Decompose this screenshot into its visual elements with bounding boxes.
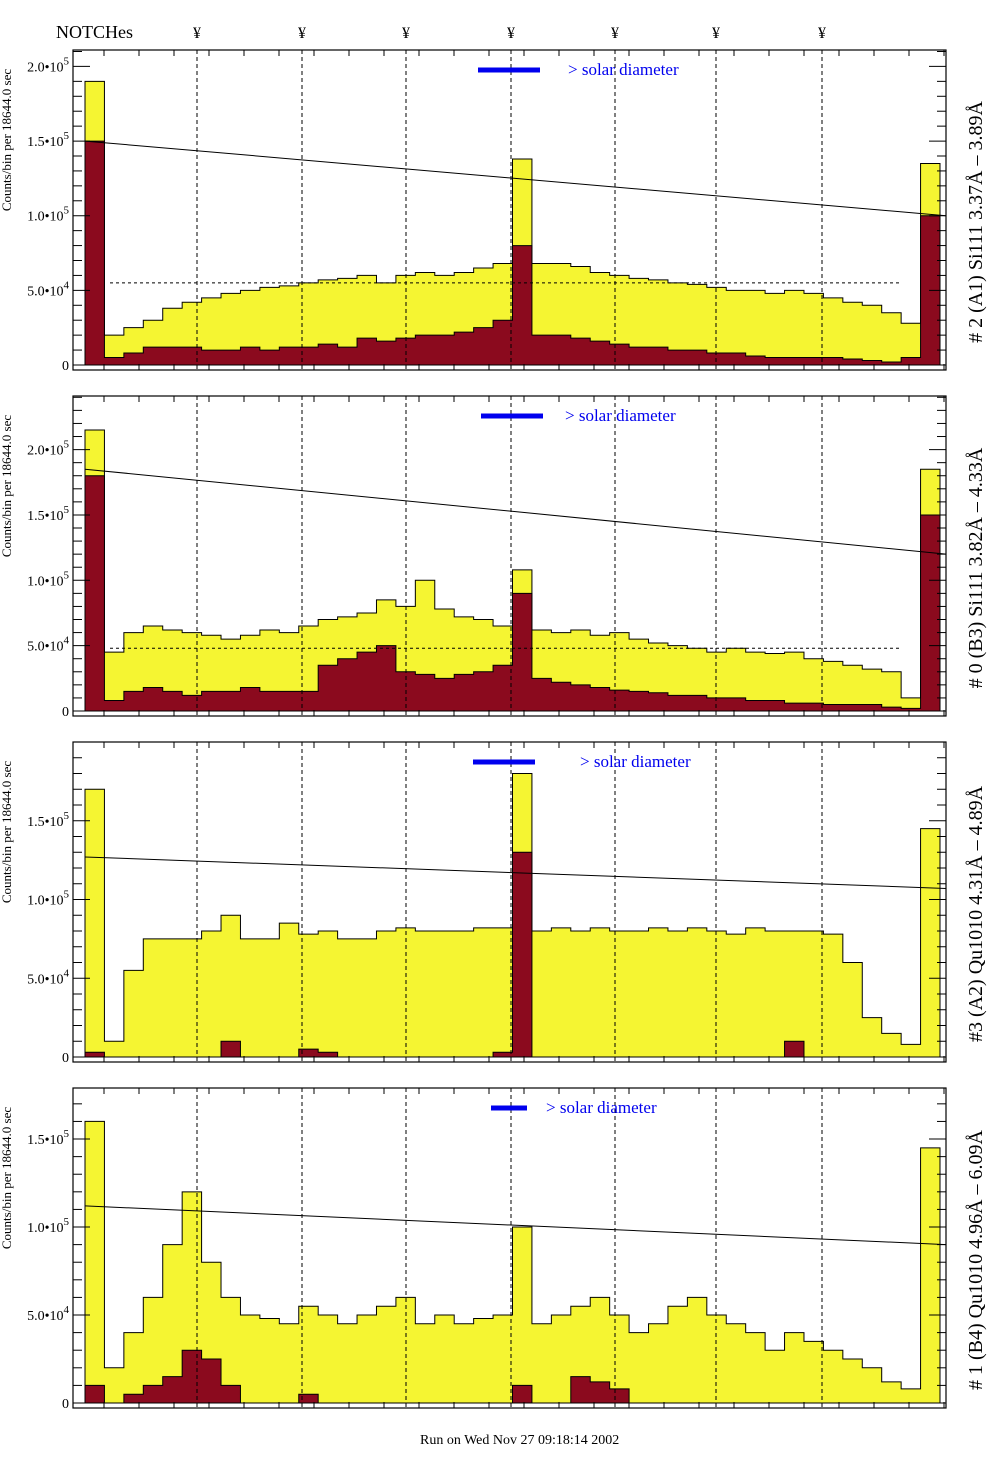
y-tick-label: 1.0•105: [27, 889, 69, 909]
notch-marker: ¥: [402, 25, 410, 42]
solar-diameter-legend-label: > solar diameter: [546, 1098, 657, 1117]
subset-histogram: [84, 1349, 940, 1404]
notches-title: NOTCHes: [56, 22, 133, 42]
y-tick-label: 1.5•105: [27, 810, 69, 830]
notch-markers: ¥ ¥ ¥ ¥ ¥ ¥ ¥: [193, 25, 826, 42]
panels: 0 5.0•104 1.0•105 1.5•105 2.0•105 Counts/bin …: [0, 49, 987, 1412]
fit-line: [84, 140, 947, 217]
fit-line: [84, 856, 947, 889]
y-tick-label: 1.0•105: [27, 569, 69, 589]
total-histogram: [84, 429, 941, 712]
subset-histogram: [84, 475, 941, 712]
y-tick-label: 2.0•105: [27, 55, 69, 75]
run-timestamp: Run on Wed Nov 27 09:18:14 2002: [420, 1433, 619, 1448]
y-tick-label: 1.5•105: [27, 504, 69, 524]
solar-diameter-legend-label: > solar diameter: [565, 406, 676, 425]
solar-diameter-legend-label: > solar diameter: [580, 752, 691, 771]
notch-marker: ¥: [712, 25, 720, 42]
plot-frame: [72, 741, 947, 1063]
y-tick-label: 5.0•104: [27, 279, 69, 299]
total-histogram: [84, 1120, 941, 1404]
y-tick-label: 0: [62, 359, 69, 374]
panel-title: #3 (A2) Qu1010 4.31Å – 4.89Å: [965, 785, 987, 1042]
panel-3: 0 5.0•104 1.0•105 1.5•105 Counts/bin per 186…: [0, 1087, 987, 1412]
panel-0: 0 5.0•104 1.0•105 1.5•105 2.0•105 Counts/bin …: [0, 49, 987, 374]
panel-1: 0 5.0•104 1.0•105 1.5•105 2.0•105 Counts/bin …: [0, 395, 987, 720]
subset-histogram: [84, 140, 941, 366]
fit-line: [84, 468, 947, 555]
notch-marker: ¥: [507, 25, 515, 42]
y-axis-label: Counts/bin per 18644.0 sec: [0, 761, 14, 903]
panel-title: # 2 (A1) Si111 3.37Å – 3.89Å: [965, 101, 987, 343]
panel-title: # 1 (B4) Qu1010 4.96Å – 6.09Å: [965, 1129, 987, 1390]
plot-frame: [72, 1087, 947, 1409]
y-tick-label: 1.5•105: [27, 1128, 69, 1148]
y-tick-label: 5.0•104: [27, 635, 69, 655]
y-axis-label: Counts/bin per 18644.0 sec: [0, 69, 14, 211]
y-tick-label: 5.0•104: [27, 967, 69, 987]
y-tick-label: 0: [62, 1051, 69, 1066]
y-tick-label: 1.0•105: [27, 1216, 69, 1236]
y-tick-label: 2.0•105: [27, 439, 69, 459]
y-tick-label: 0: [62, 1397, 69, 1412]
y-axis-label: Counts/bin per 18644.0 sec: [0, 1107, 14, 1249]
plot-frame: [72, 49, 947, 371]
notch-marker: ¥: [193, 25, 201, 42]
y-tick-label: 5.0•104: [27, 1304, 69, 1324]
y-axis-label: Counts/bin per 18644.0 sec: [0, 415, 14, 557]
panel-title: # 0 (B3) Si111 3.82Å – 4.33Å: [965, 447, 987, 688]
notch-marker: ¥: [818, 25, 826, 42]
subset-histogram: [84, 851, 940, 1058]
notch-marker: ¥: [611, 25, 619, 42]
y-tick-label: 0: [62, 705, 69, 720]
y-tick-label: 1.5•105: [27, 130, 69, 150]
notch-marker: ¥: [298, 25, 306, 42]
plot-frame: [72, 395, 947, 717]
panel-2: 0 5.0•104 1.0•105 1.5•105 Counts/bin per 186…: [0, 741, 987, 1066]
fit-line: [84, 1205, 947, 1246]
solar-diameter-legend-label: > solar diameter: [568, 60, 679, 79]
y-tick-label: 1.0•105: [27, 205, 69, 225]
